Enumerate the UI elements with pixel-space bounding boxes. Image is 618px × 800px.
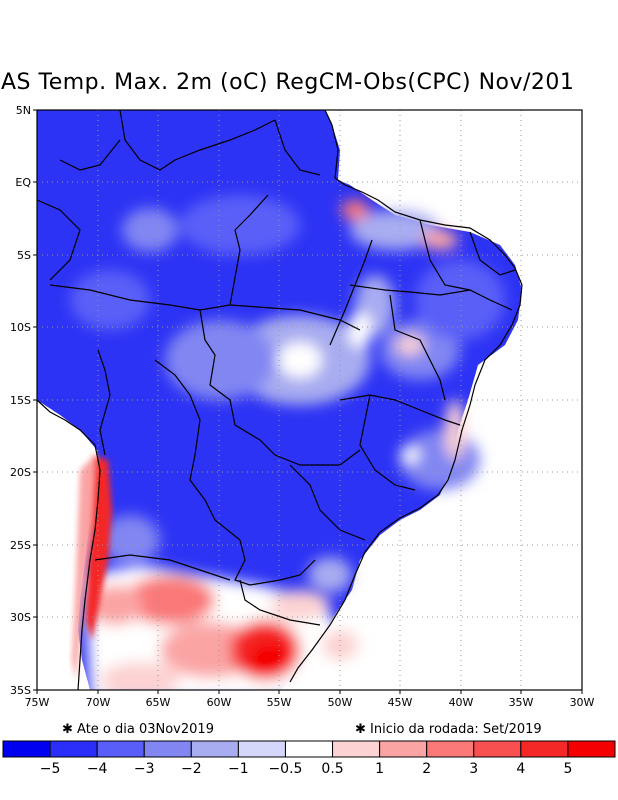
colorbar-label: 5 [563,761,572,777]
colorbar-box [237,740,286,758]
colorbar-label: −1 [228,761,249,777]
lon-label: 30W [570,696,595,709]
colorbar-label: −4 [87,761,108,777]
lon-label: 70W [86,696,111,709]
colorbar: −5 −4 −3 −2 −1 −0.5 0.5 1 2 3 4 5 [2,740,616,777]
lat-label: 5N [16,104,31,117]
lat-label: 30S [10,611,31,624]
latitude-labels: 5N EQ 5S 10S 15S 20S 25S 30S 35S [10,104,31,697]
lon-label: 45W [388,696,413,709]
colorbar-box [473,740,522,758]
colorbar-box [284,740,334,758]
lat-label: 35S [10,684,31,697]
lon-label: 50W [328,696,353,709]
colorbar-label: 1 [375,761,384,777]
political-borders [37,110,523,690]
lon-label: 40W [449,696,474,709]
lat-label: EQ [15,176,31,189]
colorbar-box [96,740,145,758]
note-data-date: ✱ Ate o dia 03Nov2019 [62,722,214,737]
colorbar-label: −3 [134,761,155,777]
colorbar-box [2,740,51,758]
west-coast [37,399,101,690]
note-run-start: ✱ Inicio da rodada: Set/2019 [355,722,542,737]
colorbar-box [332,740,381,758]
colorbar-label: 4 [516,761,525,777]
map-title: IAS Temp. Max. 2m (oC) RegCM-Obs(CPC) No… [0,70,575,95]
colorbar-label: 3 [469,761,478,777]
colorbar-box [520,740,569,758]
colorbar-box [379,740,428,758]
lat-label: 10S [10,321,31,334]
colorbar-label: −5 [40,761,61,777]
colorbar-boxes [2,740,616,758]
lon-label: 35W [509,696,534,709]
tick-marks [33,109,583,694]
colorbar-label: −0.5 [268,761,302,777]
colorbar-label: 0.5 [321,761,343,777]
temperature-map: 5N EQ 5S 10S 15S 20S 25S 30S 35S 75W 70W… [10,104,595,709]
colorbar-label: 2 [422,761,431,777]
lon-label: 60W [207,696,232,709]
colorbar-label: −2 [181,761,202,777]
colorbar-box [143,740,192,758]
colorbar-box [190,740,239,758]
colorbar-box [49,740,98,758]
lat-label: 15S [10,394,31,407]
colorbar-labels: −5 −4 −3 −2 −1 −0.5 0.5 1 2 3 4 5 [40,761,573,777]
longitude-labels: 75W 70W 65W 60W 55W 50W 45W 40W 35W 30W [25,696,595,709]
colorbar-box [426,740,475,758]
lon-label: 65W [146,696,171,709]
lat-label: 25S [10,539,31,552]
lon-label: 75W [25,696,50,709]
lat-label: 5S [17,249,31,262]
lon-label: 55W [267,696,292,709]
lat-label: 20S [10,466,31,479]
coastline [289,110,523,683]
colorbar-box [567,740,616,758]
